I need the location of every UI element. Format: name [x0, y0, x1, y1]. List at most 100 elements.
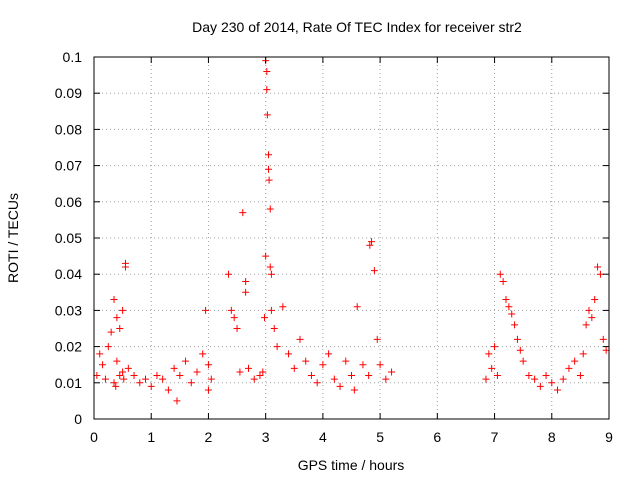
data-point [207, 375, 215, 383]
x-axis-label: GPS time / hours [298, 457, 405, 473]
y-tick-label: 0.08 [55, 121, 82, 137]
data-point [382, 375, 390, 383]
data-point [548, 379, 556, 387]
data-point [96, 350, 104, 358]
x-tick-label: 2 [205, 429, 213, 445]
data-point [236, 368, 244, 376]
x-tick-label: 9 [605, 429, 613, 445]
data-point [242, 288, 250, 296]
data-point [239, 209, 247, 217]
data-point [266, 263, 274, 271]
data-point [113, 314, 121, 322]
data-point [242, 277, 250, 285]
data-point [267, 270, 275, 278]
data-point [107, 328, 115, 336]
data-point [330, 375, 338, 383]
data-point [525, 372, 533, 380]
data-point [164, 386, 172, 394]
data-point [273, 343, 281, 351]
data-point [531, 375, 539, 383]
data-point [263, 67, 271, 75]
data-point [365, 372, 373, 380]
data-point [505, 303, 513, 311]
y-axis: 0 0.01 0.02 0.03 0.04 0.05 0.06 0.07 0.08 0.09 0.1 [55, 49, 609, 427]
data-point [588, 314, 596, 322]
data-point [594, 263, 602, 271]
data-point [488, 364, 496, 372]
data-point [153, 372, 161, 380]
y-tick-label: 0.02 [55, 339, 82, 355]
data-point [599, 335, 607, 343]
y-tick-label: 0 [74, 411, 82, 427]
data-point [582, 321, 590, 329]
x-tick-label: 3 [262, 429, 270, 445]
data-point [142, 375, 149, 383]
data-point [202, 306, 210, 314]
data-point [353, 303, 361, 311]
data-point [307, 372, 315, 380]
y-tick-label: 0.1 [63, 49, 83, 65]
data-point [336, 382, 344, 390]
data-point [485, 350, 493, 358]
data-point [259, 368, 267, 376]
data-point [513, 335, 521, 343]
data-point [290, 364, 298, 372]
x-tick-label: 4 [319, 429, 327, 445]
data-point [204, 361, 212, 369]
plot-area-frame [93, 56, 610, 420]
data-point [265, 176, 273, 184]
data-point [596, 270, 604, 278]
data-point [350, 386, 358, 394]
y-tick-label: 0.03 [55, 302, 82, 318]
data-point [147, 382, 155, 390]
data-point [116, 325, 124, 332]
data-point [491, 343, 499, 351]
y-tick-label: 0.06 [55, 194, 82, 210]
data-point [502, 296, 510, 304]
x-tick-label: 8 [548, 429, 556, 445]
data-point [121, 263, 129, 271]
data-point [266, 205, 274, 213]
data-point [136, 379, 144, 387]
data-point [285, 350, 293, 358]
data-point [99, 361, 107, 369]
data-point [265, 151, 273, 159]
data-point [245, 364, 252, 372]
data-point [159, 375, 167, 383]
data-point [536, 382, 544, 390]
data-point [348, 372, 355, 380]
data-point [110, 296, 118, 304]
data-point [279, 303, 287, 311]
data-point [101, 375, 109, 383]
x-axis: 0 1 2 3 4 5 6 7 8 9 [90, 57, 613, 445]
data-point [119, 368, 127, 376]
data-point [130, 372, 138, 380]
data-point [302, 357, 310, 365]
data-point [388, 368, 396, 376]
data-point [233, 325, 241, 332]
data-point [368, 238, 376, 246]
y-tick-label: 0.05 [55, 230, 82, 246]
data-point [342, 357, 350, 365]
data-point [270, 325, 278, 332]
data-point [482, 375, 490, 383]
chart-points [93, 57, 610, 405]
data-point [373, 335, 381, 343]
data-point [227, 306, 235, 314]
data-point [204, 386, 212, 394]
data-point [263, 86, 271, 94]
data-point [199, 350, 207, 358]
x-tick-label: 5 [376, 429, 384, 445]
data-point [265, 165, 273, 173]
data-point [113, 357, 121, 365]
data-point [256, 372, 264, 380]
y-tick-label: 0.09 [55, 85, 82, 101]
data-point [296, 335, 304, 343]
data-point [499, 277, 507, 285]
data-point [542, 372, 550, 380]
data-point [120, 375, 128, 383]
data-point [112, 382, 120, 390]
data-point [319, 361, 327, 369]
y-axis-label: ROTI / TECUs [5, 193, 21, 283]
